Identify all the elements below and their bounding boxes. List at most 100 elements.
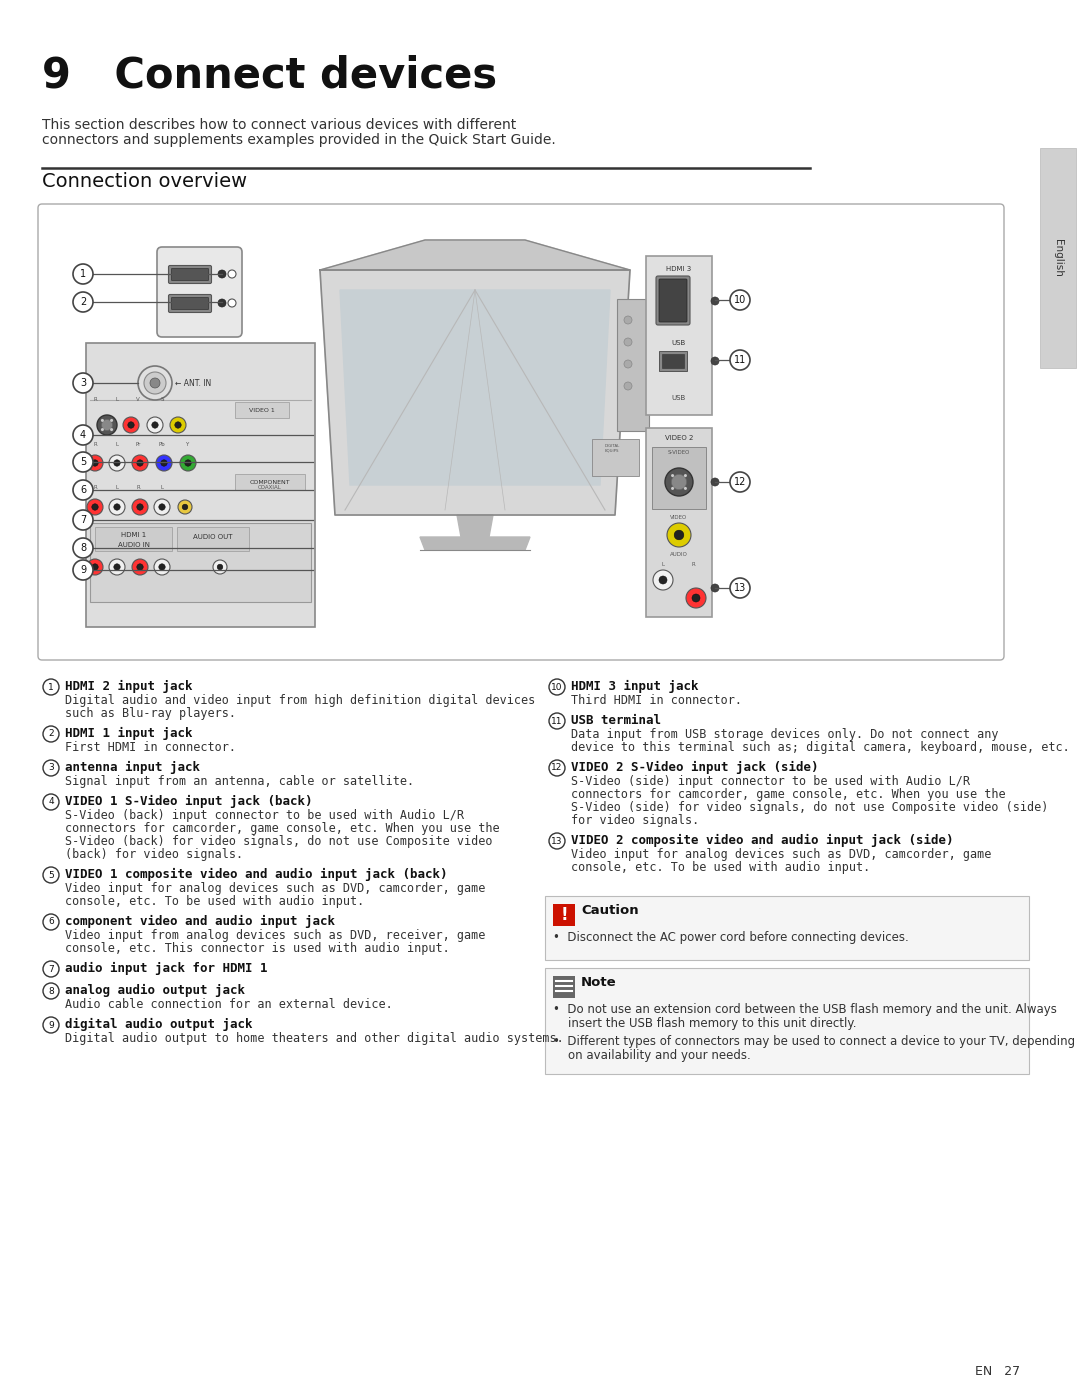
Circle shape bbox=[218, 299, 226, 307]
Text: Audio cable connection for an external device.: Audio cable connection for an external d… bbox=[65, 997, 393, 1011]
FancyBboxPatch shape bbox=[235, 402, 289, 418]
Text: •  Do not use an extension cord between the USB flash memory and the unit. Alway: • Do not use an extension cord between t… bbox=[553, 1003, 1057, 1016]
FancyBboxPatch shape bbox=[646, 256, 712, 415]
Circle shape bbox=[73, 373, 93, 393]
Circle shape bbox=[665, 468, 693, 496]
Circle shape bbox=[132, 499, 148, 515]
Circle shape bbox=[730, 472, 750, 492]
Text: 6: 6 bbox=[80, 485, 86, 495]
Circle shape bbox=[152, 422, 158, 429]
Text: L: L bbox=[116, 397, 119, 402]
Circle shape bbox=[43, 868, 59, 883]
Circle shape bbox=[92, 460, 98, 467]
Text: on availability and your needs.: on availability and your needs. bbox=[553, 1049, 751, 1062]
Text: console, etc. To be used with audio input.: console, etc. To be used with audio inpu… bbox=[65, 895, 364, 908]
FancyBboxPatch shape bbox=[553, 904, 575, 926]
Circle shape bbox=[97, 415, 117, 434]
Text: 8: 8 bbox=[80, 543, 86, 553]
Text: 8: 8 bbox=[49, 986, 54, 996]
Text: VIDEO 1 composite video and audio input jack (back): VIDEO 1 composite video and audio input … bbox=[65, 868, 447, 882]
Circle shape bbox=[113, 504, 120, 510]
Text: Digital audio output to home theaters and other digital audio systems.: Digital audio output to home theaters an… bbox=[65, 1032, 564, 1045]
Text: 5: 5 bbox=[80, 457, 86, 467]
Text: Digital audio and video input from high definition digital devices: Digital audio and video input from high … bbox=[65, 694, 536, 707]
Circle shape bbox=[127, 422, 134, 429]
Text: for video signals.: for video signals. bbox=[571, 814, 699, 827]
Text: VIDEO 2 S-Video input jack (side): VIDEO 2 S-Video input jack (side) bbox=[571, 761, 819, 774]
Circle shape bbox=[137, 504, 144, 510]
Text: digital audio output jack: digital audio output jack bbox=[65, 1018, 253, 1031]
Text: device to this terminal such as; digital camera, keyboard, mouse, etc.: device to this terminal such as; digital… bbox=[571, 740, 1070, 754]
Circle shape bbox=[217, 564, 222, 570]
Circle shape bbox=[624, 381, 632, 390]
Text: HDMI 2 input jack: HDMI 2 input jack bbox=[65, 680, 192, 693]
Text: 7: 7 bbox=[80, 515, 86, 525]
FancyBboxPatch shape bbox=[646, 427, 712, 617]
FancyBboxPatch shape bbox=[172, 298, 208, 310]
Circle shape bbox=[92, 564, 98, 570]
Text: Pr: Pr bbox=[135, 441, 140, 447]
Text: 9: 9 bbox=[80, 564, 86, 576]
Circle shape bbox=[73, 264, 93, 284]
FancyBboxPatch shape bbox=[235, 474, 305, 490]
Text: R: R bbox=[93, 485, 97, 490]
Circle shape bbox=[43, 726, 59, 742]
Text: connectors for camcorder, game console, etc. When you use the: connectors for camcorder, game console, … bbox=[65, 821, 500, 835]
Text: 5: 5 bbox=[49, 870, 54, 880]
Text: DIGITAL
EQUIPS: DIGITAL EQUIPS bbox=[605, 444, 620, 453]
Circle shape bbox=[100, 419, 104, 422]
Text: console, etc. This connector is used with audio input.: console, etc. This connector is used wit… bbox=[65, 942, 449, 956]
Text: S-Video (back) input connector to be used with Audio L/R: S-Video (back) input connector to be use… bbox=[65, 809, 464, 821]
Text: 3: 3 bbox=[80, 379, 86, 388]
Text: VIDEO 1 S-Video input jack (back): VIDEO 1 S-Video input jack (back) bbox=[65, 795, 312, 807]
Circle shape bbox=[730, 578, 750, 598]
FancyBboxPatch shape bbox=[545, 895, 1029, 960]
Text: V: V bbox=[136, 397, 140, 402]
Circle shape bbox=[43, 793, 59, 810]
Text: VIDEO 1: VIDEO 1 bbox=[249, 408, 275, 412]
FancyBboxPatch shape bbox=[177, 527, 249, 550]
Circle shape bbox=[87, 559, 103, 576]
Circle shape bbox=[147, 416, 163, 433]
Circle shape bbox=[624, 360, 632, 367]
Text: 6: 6 bbox=[49, 918, 54, 926]
Text: 4: 4 bbox=[49, 798, 54, 806]
Circle shape bbox=[684, 488, 687, 490]
Circle shape bbox=[138, 366, 172, 400]
Text: Video input from analog devices such as DVD, receiver, game: Video input from analog devices such as … bbox=[65, 929, 485, 942]
Circle shape bbox=[156, 455, 172, 471]
Circle shape bbox=[730, 291, 750, 310]
Text: analog audio output jack: analog audio output jack bbox=[65, 983, 245, 997]
Circle shape bbox=[132, 559, 148, 576]
FancyBboxPatch shape bbox=[553, 977, 575, 997]
Circle shape bbox=[624, 338, 632, 346]
Circle shape bbox=[43, 914, 59, 930]
Text: (back) for video signals.: (back) for video signals. bbox=[65, 848, 243, 861]
FancyBboxPatch shape bbox=[656, 277, 690, 326]
Text: 12: 12 bbox=[551, 764, 563, 773]
FancyBboxPatch shape bbox=[545, 968, 1029, 1074]
Circle shape bbox=[711, 358, 719, 365]
Text: R: R bbox=[93, 397, 97, 402]
Text: Connection overview: Connection overview bbox=[42, 172, 247, 191]
Circle shape bbox=[180, 455, 195, 471]
Circle shape bbox=[185, 460, 191, 467]
Circle shape bbox=[183, 504, 188, 510]
Text: •  Disconnect the AC power cord before connecting devices.: • Disconnect the AC power cord before co… bbox=[553, 930, 908, 944]
Circle shape bbox=[109, 455, 125, 471]
FancyBboxPatch shape bbox=[172, 268, 208, 281]
FancyBboxPatch shape bbox=[652, 447, 706, 509]
Text: Video input for analog devices such as DVD, camcorder, game: Video input for analog devices such as D… bbox=[571, 848, 991, 861]
Text: COAXIAL: COAXIAL bbox=[258, 485, 282, 490]
Circle shape bbox=[154, 499, 170, 515]
Circle shape bbox=[159, 564, 165, 570]
Text: Third HDMI in connector.: Third HDMI in connector. bbox=[571, 694, 742, 707]
Text: 2: 2 bbox=[80, 298, 86, 307]
Text: R: R bbox=[691, 562, 694, 567]
Text: AUDIO OUT: AUDIO OUT bbox=[193, 534, 233, 541]
FancyBboxPatch shape bbox=[592, 439, 639, 476]
Circle shape bbox=[123, 416, 139, 433]
FancyBboxPatch shape bbox=[1040, 148, 1076, 367]
Text: S-Video (back) for video signals, do not use Composite video: S-Video (back) for video signals, do not… bbox=[65, 835, 492, 848]
Polygon shape bbox=[320, 240, 630, 270]
